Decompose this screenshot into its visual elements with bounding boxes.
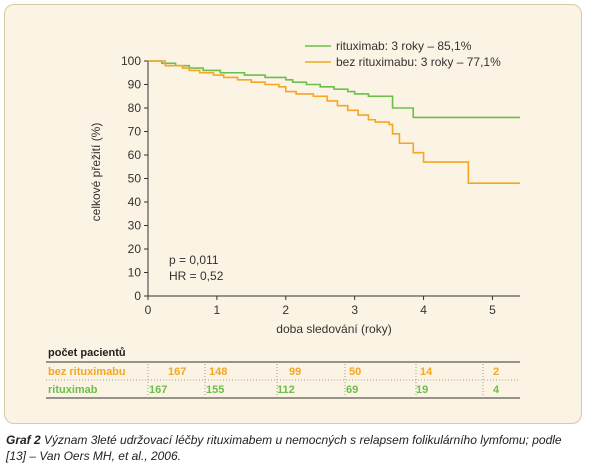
table-cell-rituximab-col3: 69 bbox=[346, 384, 358, 396]
table-cell-bez-rituximabu-col2: 99 bbox=[289, 366, 301, 378]
table-cell-rituximab-col1: 155 bbox=[206, 384, 224, 396]
table-cell-rituximab-col5: 4 bbox=[493, 384, 500, 396]
p-value-annotation: p = 0,011 bbox=[169, 253, 219, 267]
table-row-label-rituximab: rituximab bbox=[48, 384, 98, 396]
chart-panel bbox=[4, 4, 582, 424]
legend-label-rituximab: rituximab: 3 roky – 85,1% bbox=[336, 39, 472, 53]
x-tick-label: 2 bbox=[282, 303, 289, 317]
table-cell-rituximab-col4: 19 bbox=[416, 384, 428, 396]
y-tick-label: 90 bbox=[128, 78, 142, 92]
table-cell-bez-rituximabu-col0: 167 bbox=[168, 366, 186, 378]
y-tick-label: 60 bbox=[128, 148, 142, 162]
x-tick-label: 1 bbox=[214, 303, 221, 317]
table-cell-rituximab-col0: 167 bbox=[149, 384, 167, 396]
figure-caption: Graf 2 Význam 3leté udržovací léčby ritu… bbox=[6, 432, 581, 464]
table-header: počet pacientů bbox=[48, 347, 126, 359]
survival-curve-rituximab bbox=[148, 60, 520, 119]
x-tick-label: 5 bbox=[489, 303, 496, 317]
caption-text: Význam 3leté udržovací léčby rituximabem… bbox=[6, 433, 562, 463]
survival-curve-bez-rituximabu bbox=[148, 60, 520, 184]
y-axis-title: celkové přežití (%) bbox=[89, 123, 103, 222]
table-row-label-bez-rituximabu: bez rituximabu bbox=[48, 366, 126, 378]
table-cell-bez-rituximabu-col4: 14 bbox=[420, 366, 433, 378]
y-tick-label: 40 bbox=[128, 195, 142, 209]
x-tick-label: 4 bbox=[420, 303, 427, 317]
x-axis-title: doba sledování (roky) bbox=[276, 322, 391, 336]
y-tick-label: 20 bbox=[128, 242, 142, 256]
hazard-ratio-annotation: HR = 0,52 bbox=[169, 269, 224, 283]
caption-label: Graf 2 bbox=[6, 433, 41, 447]
y-tick-label: 30 bbox=[128, 219, 142, 233]
y-tick-label: 80 bbox=[128, 101, 142, 115]
legend: rituximab: 3 roky – 85,1% bez rituximabu… bbox=[305, 39, 501, 69]
y-tick-label: 100 bbox=[121, 54, 141, 68]
survival-chart: 0 10 20 30 40 50 60 70 80 90 100 0 1 2 3 4 5 doba sledo… bbox=[46, 39, 520, 399]
table-cell-bez-rituximabu-col5: 2 bbox=[493, 366, 499, 378]
y-tick-label: 0 bbox=[134, 289, 141, 303]
legend-label-bez-rituximabu: bez rituximabu: 3 roky – 77,1% bbox=[336, 55, 501, 69]
y-tick-label: 50 bbox=[128, 172, 142, 186]
y-tick-label: 10 bbox=[128, 266, 142, 280]
table-cell-bez-rituximabu-col3: 50 bbox=[349, 366, 361, 378]
x-tick-label: 0 bbox=[145, 303, 152, 317]
table-cell-bez-rituximabu-col1: 148 bbox=[209, 366, 227, 378]
x-tick-label: 3 bbox=[351, 303, 358, 317]
table-cell-rituximab-col2: 112 bbox=[277, 384, 295, 396]
y-tick-label: 70 bbox=[128, 125, 142, 139]
